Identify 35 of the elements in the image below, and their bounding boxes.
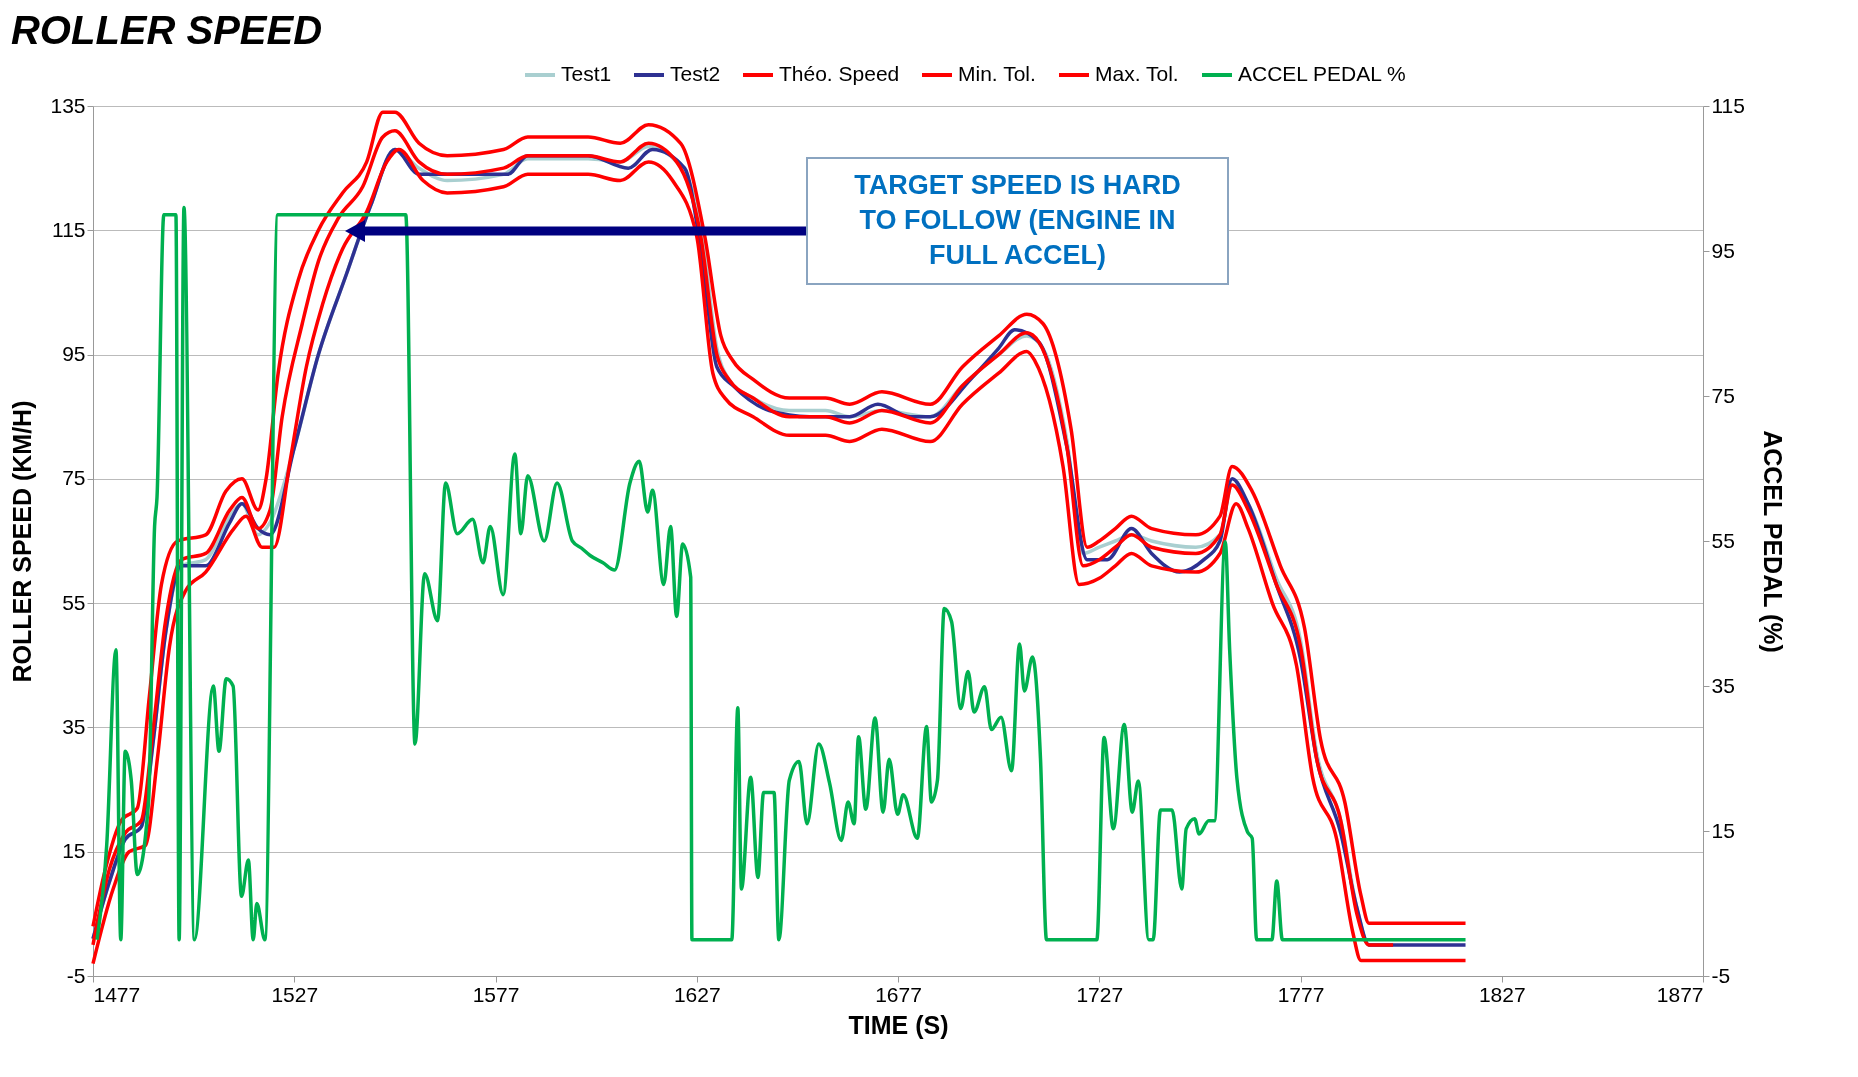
y2-axis-title: ACCEL PEDAL (%) bbox=[1758, 430, 1787, 653]
legend-label: Min. Tol. bbox=[958, 62, 1036, 85]
x-tick-label: 1827 bbox=[1478, 982, 1526, 1006]
x-tick-label: 1727 bbox=[1076, 982, 1124, 1006]
y2-tick-label: -5 bbox=[1711, 963, 1731, 987]
x-tick-label: 1477 bbox=[93, 982, 141, 1006]
y-tick-label: 55 bbox=[62, 590, 86, 614]
y-tick-label: 115 bbox=[52, 217, 86, 241]
y-axis-title: ROLLER SPEED (KM/H) bbox=[8, 400, 37, 683]
chart-title: ROLLER SPEED bbox=[10, 8, 323, 52]
y2-tick-label: 55 bbox=[1711, 528, 1735, 552]
y-tick-label: -5 bbox=[66, 963, 86, 987]
legend-label: Théo. Speed bbox=[779, 62, 900, 85]
y2-tick-label: 115 bbox=[1711, 93, 1745, 117]
y-tick-label: 95 bbox=[62, 342, 86, 366]
x-axis-title: TIME (S) bbox=[848, 1010, 949, 1039]
legend-label: Test1 bbox=[561, 62, 612, 85]
legend-label: Test2 bbox=[670, 62, 721, 85]
legend-label: ACCEL PEDAL % bbox=[1238, 62, 1406, 85]
x-tick-label: 1527 bbox=[271, 982, 319, 1006]
legend-label: Max. Tol. bbox=[1095, 62, 1179, 85]
y-tick-label: 15 bbox=[62, 839, 86, 863]
y2-tick-label: 15 bbox=[1711, 818, 1735, 842]
x-tick-label: 1577 bbox=[472, 982, 520, 1006]
y2-tick-label: 95 bbox=[1711, 238, 1735, 262]
note-box: TARGET SPEED IS HARD TO FOLLOW (ENGINE IN FULL ACCEL) bbox=[805, 156, 1230, 285]
x-tick-label: 1677 bbox=[875, 982, 922, 1006]
y-tick-label: 135 bbox=[50, 93, 86, 117]
x-tick-label: 1777 bbox=[1277, 982, 1325, 1006]
x-tick-label: 1877 bbox=[1656, 982, 1704, 1006]
x-tick-label: 1627 bbox=[673, 982, 721, 1006]
y2-tick-label: 35 bbox=[1711, 673, 1735, 697]
y2-tick-label: 75 bbox=[1711, 383, 1735, 407]
y-tick-label: 75 bbox=[62, 466, 86, 490]
y-tick-label: 35 bbox=[62, 714, 86, 738]
